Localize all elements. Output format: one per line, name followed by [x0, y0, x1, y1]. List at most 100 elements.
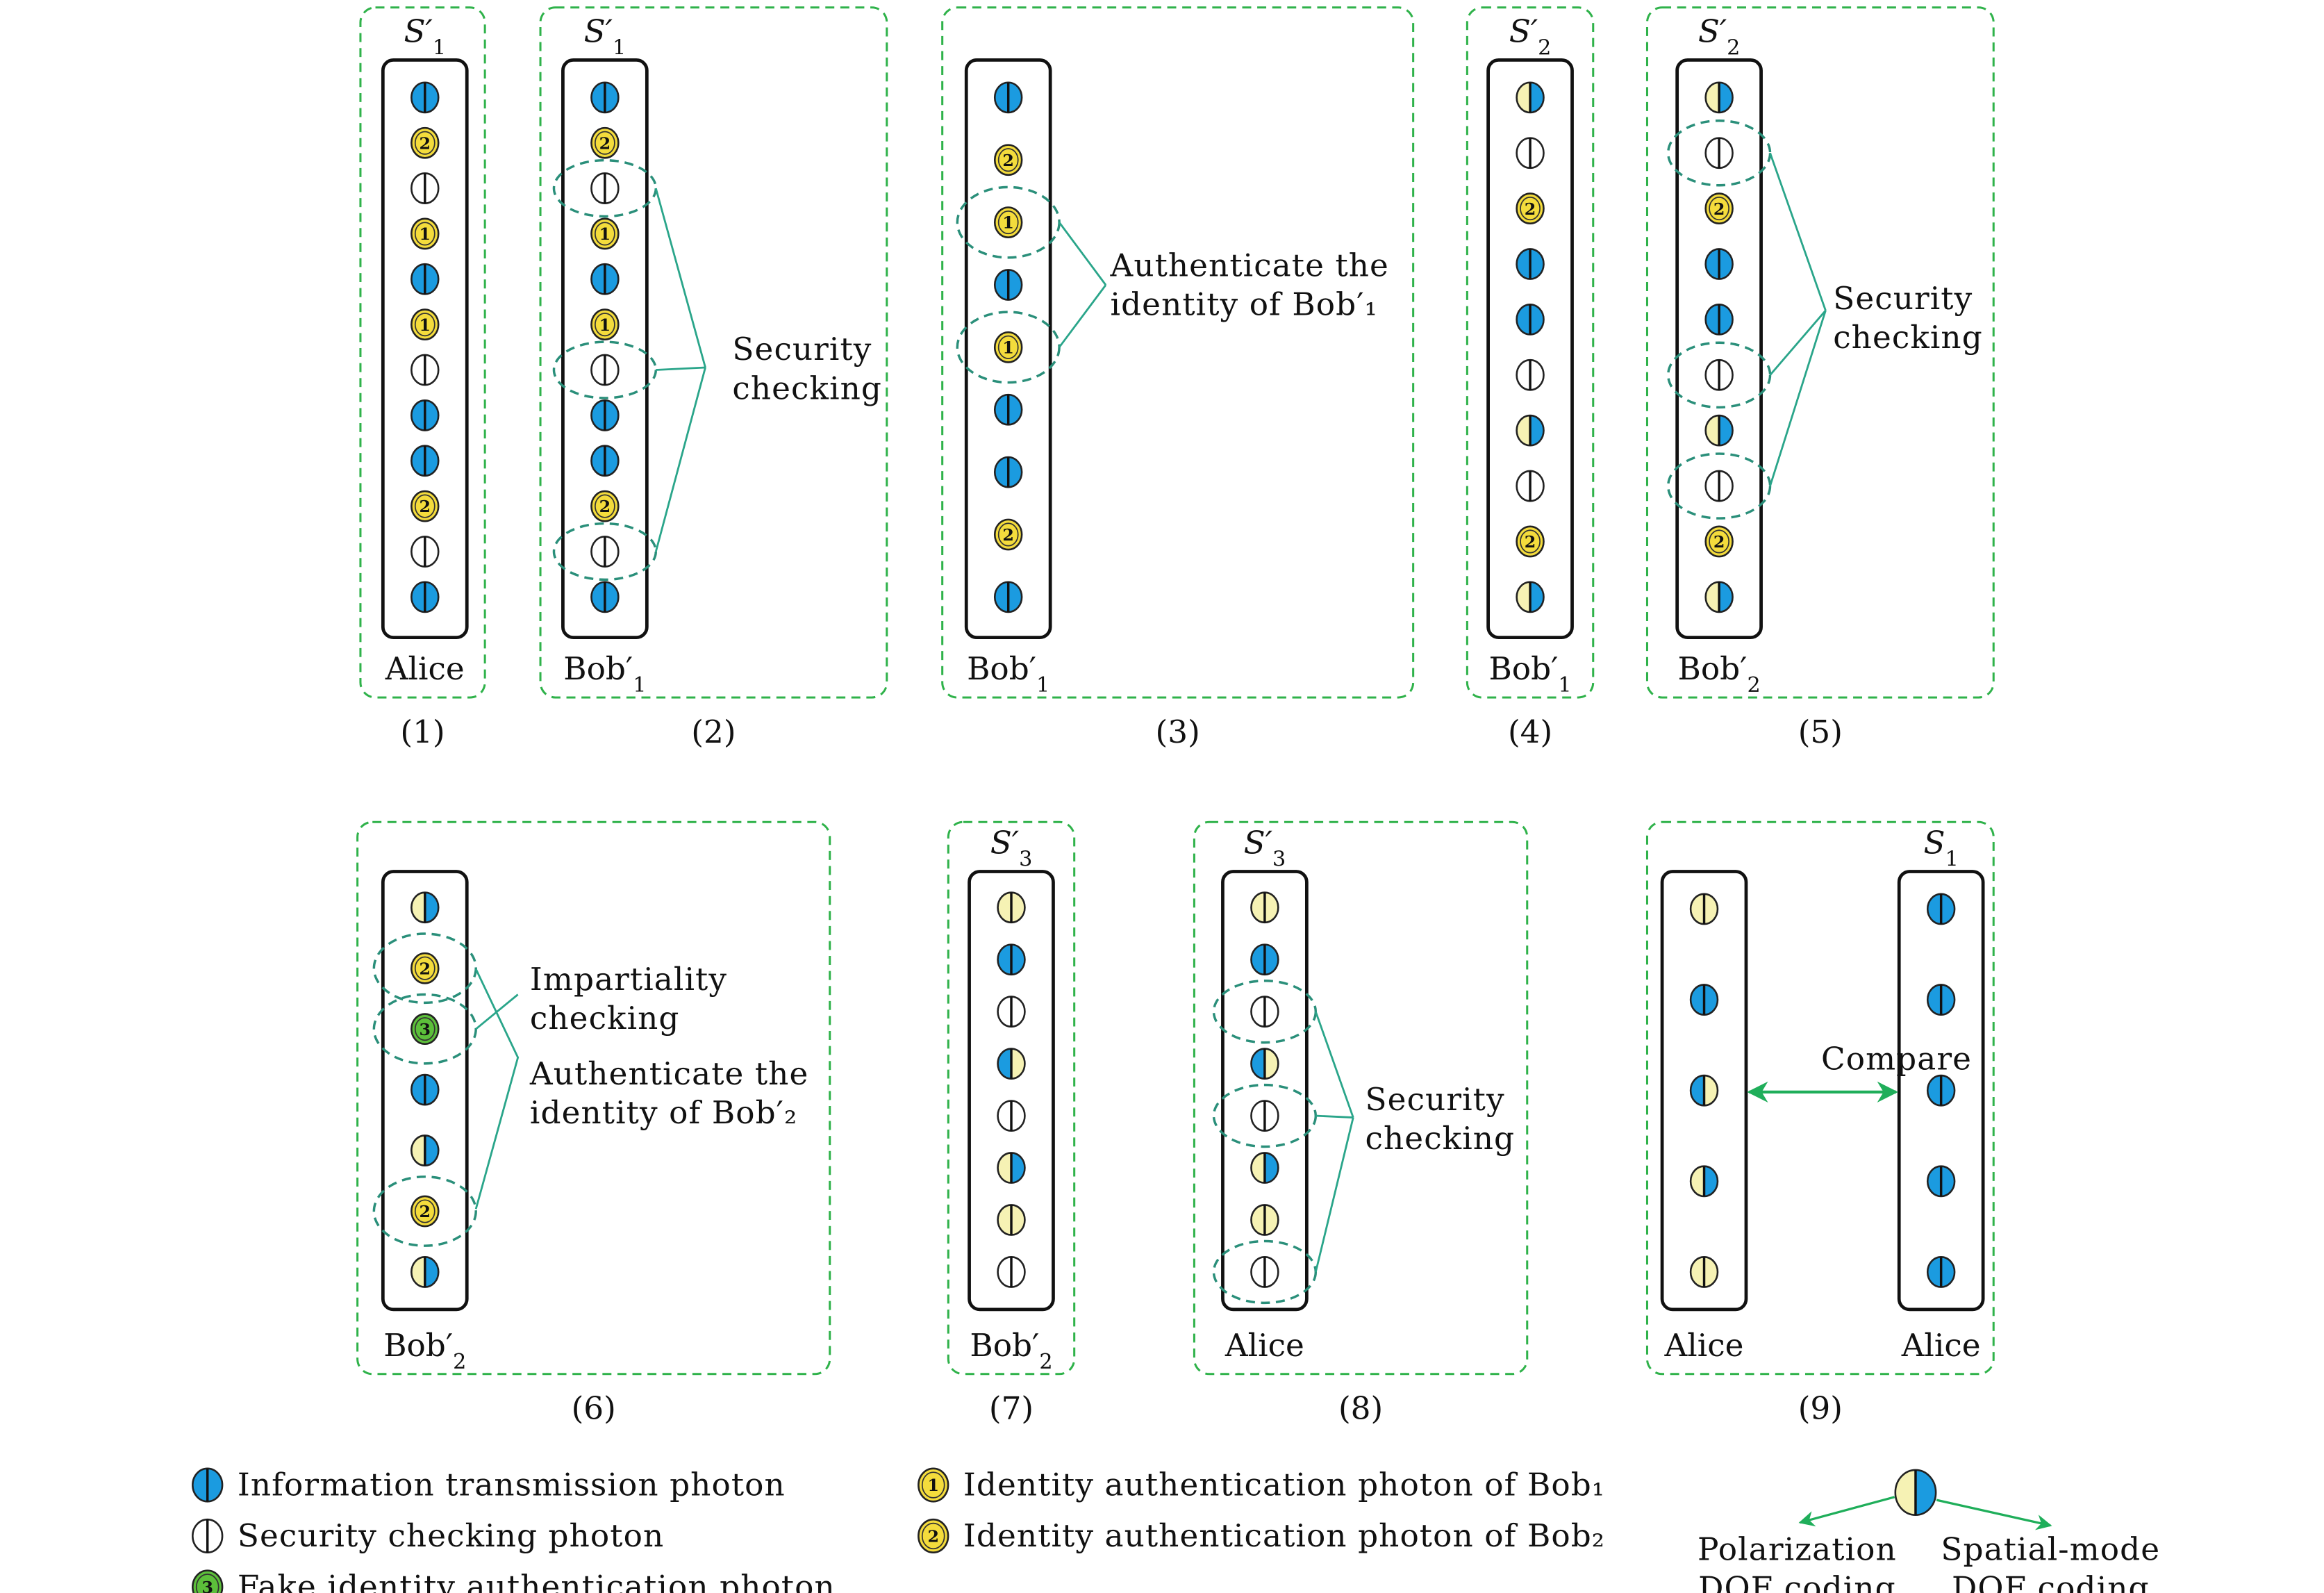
security-checking-photon-icon	[410, 354, 440, 386]
photon-inner-ring	[594, 313, 615, 337]
photon-body	[192, 1569, 224, 1593]
photon-inner-ring	[921, 1471, 945, 1499]
legend-label: Information transmission photon	[238, 1467, 786, 1503]
photon-half	[1264, 1153, 1279, 1183]
information-transmission-photon-icon	[1689, 984, 1719, 1016]
sequence-frame	[561, 58, 649, 640]
panel-border	[356, 820, 831, 1376]
photon-half	[1011, 1153, 1025, 1183]
identity-authentication-photon-bob2-icon: 2	[410, 1195, 440, 1228]
security-checking-photon-icon	[1704, 358, 1734, 391]
polarization-yellow-spatial-blue-photon-icon	[1704, 414, 1734, 447]
bracket-line	[1058, 222, 1107, 286]
bracket-line	[1058, 284, 1107, 348]
information-transmission-photon-icon	[1516, 248, 1545, 280]
information-transmission-photon-icon	[192, 1467, 224, 1503]
polarization-yellow-photon-icon	[1689, 893, 1719, 925]
photon-number: 1	[420, 224, 431, 244]
security-checking-photon-icon	[1516, 137, 1545, 170]
column-label: S1	[1924, 825, 1959, 872]
panel-border	[941, 6, 1415, 699]
label-base: S′	[1698, 13, 1727, 49]
label-base: Bob′	[383, 1327, 453, 1364]
information-transmission-photon-icon	[993, 81, 1023, 114]
label-subscript: 2	[1538, 35, 1551, 60]
information-transmission-photon-icon	[993, 456, 1023, 488]
bracket-line	[1315, 1114, 1354, 1119]
photon-number: 2	[1713, 532, 1725, 552]
photon-half	[411, 1257, 425, 1287]
polarization-yellow-spatial-blue-photon-icon	[410, 1256, 440, 1288]
fake-identity-authentication-photon-icon: 3	[192, 1569, 224, 1593]
label-subscript: 1	[433, 35, 446, 60]
photon-half	[1530, 415, 1544, 446]
label-subscript: 1	[1036, 673, 1049, 698]
panel-caption: (9)	[1798, 1390, 1843, 1427]
label-base: Alice	[1664, 1327, 1744, 1364]
polarization-yellow-spatial-blue-photon-icon	[1516, 414, 1545, 447]
photon-half	[1895, 1469, 1916, 1515]
sequence-frame	[968, 870, 1055, 1312]
fake-identity-authentication-photon-icon: 3	[410, 1013, 440, 1046]
photon-number: 3	[201, 1578, 213, 1593]
security-checking-photon-icon	[997, 1256, 1026, 1288]
dof-label-line: DOF coding	[1952, 1570, 2150, 1593]
label-subscript: 2	[453, 1349, 466, 1373]
photon-inner-ring	[195, 1574, 219, 1593]
annotation-text: Security checking	[732, 331, 882, 406]
dof-label-right: Spatial-mode DOF coding	[1941, 1530, 2160, 1593]
sequence-frame	[1486, 58, 1574, 640]
security-checking-photon-icon	[590, 354, 620, 386]
label-base: S′	[584, 13, 613, 49]
photon-inner-ring	[594, 131, 615, 155]
legend-item: 2 Identity authentication photon of Bob₂	[918, 1517, 1604, 1554]
security-checking-photon-icon	[590, 536, 620, 568]
column-label: S′1	[584, 13, 626, 60]
information-transmission-photon-icon	[590, 81, 620, 114]
photon-inner-ring	[997, 211, 1019, 235]
identity-authentication-photon-bob2-icon: 2	[1704, 192, 1734, 225]
sequence-frame	[1221, 870, 1309, 1312]
annotation-text: Impartiality checking	[530, 961, 727, 1037]
photon-half	[997, 1048, 1012, 1079]
label-subscript: 3	[1019, 847, 1032, 871]
photon-half	[1719, 581, 1733, 612]
identity-authentication-photon-bob1-icon: 1	[993, 331, 1023, 363]
identity-authentication-photon-bob2-icon: 2	[1516, 192, 1545, 225]
photon-half	[1251, 1153, 1265, 1183]
label-base: S′	[1509, 13, 1538, 49]
photon-inner-ring	[414, 222, 435, 246]
information-transmission-photon-icon	[410, 581, 440, 613]
information-transmission-photon-icon	[1926, 984, 1956, 1016]
photon-inner-ring	[414, 956, 435, 980]
legend-label: Security checking photon	[238, 1517, 664, 1554]
annotation-text: Compare	[1821, 1040, 1972, 1077]
photon-number: 2	[599, 497, 611, 516]
polarization-yellow-spatial-blue-photon-icon	[1250, 1152, 1279, 1184]
dof-label-line: DOF coding	[1698, 1570, 1896, 1593]
polarization-blue-spatial-yellow-photon-icon	[1689, 1074, 1719, 1107]
photon-half	[1251, 1048, 1265, 1079]
dof-label-left: Polarization DOF coding	[1698, 1530, 1897, 1593]
information-transmission-photon-icon	[590, 581, 620, 613]
legend-item: 3 Fake identity authentication photon	[192, 1568, 835, 1593]
label-base: Bob′	[970, 1327, 1039, 1364]
bracket-line	[475, 993, 519, 1030]
column-label: Alice	[385, 650, 465, 687]
information-transmission-photon-icon	[1926, 1256, 1956, 1288]
polarization-yellow-spatial-blue-photon-icon	[1516, 581, 1545, 613]
security-checking-photon-icon	[997, 1100, 1026, 1132]
polarization-yellow-spatial-blue-photon-icon	[1704, 81, 1734, 114]
identity-authentication-photon-bob1-icon: 1	[993, 206, 1023, 238]
identity-authentication-photon-bob2-icon: 2	[993, 144, 1023, 176]
panel-caption: (6)	[572, 1390, 616, 1427]
photon-inner-ring	[414, 313, 435, 337]
identity-authentication-photon-bob2-icon: 2	[590, 490, 620, 522]
annotation-text: Authenticate the identity of Bob′₂	[529, 1055, 808, 1131]
panel-caption: (8)	[1338, 1390, 1383, 1427]
label-base: S′	[990, 825, 1019, 861]
identity-authentication-photon-bob2-icon: 2	[1704, 525, 1734, 558]
